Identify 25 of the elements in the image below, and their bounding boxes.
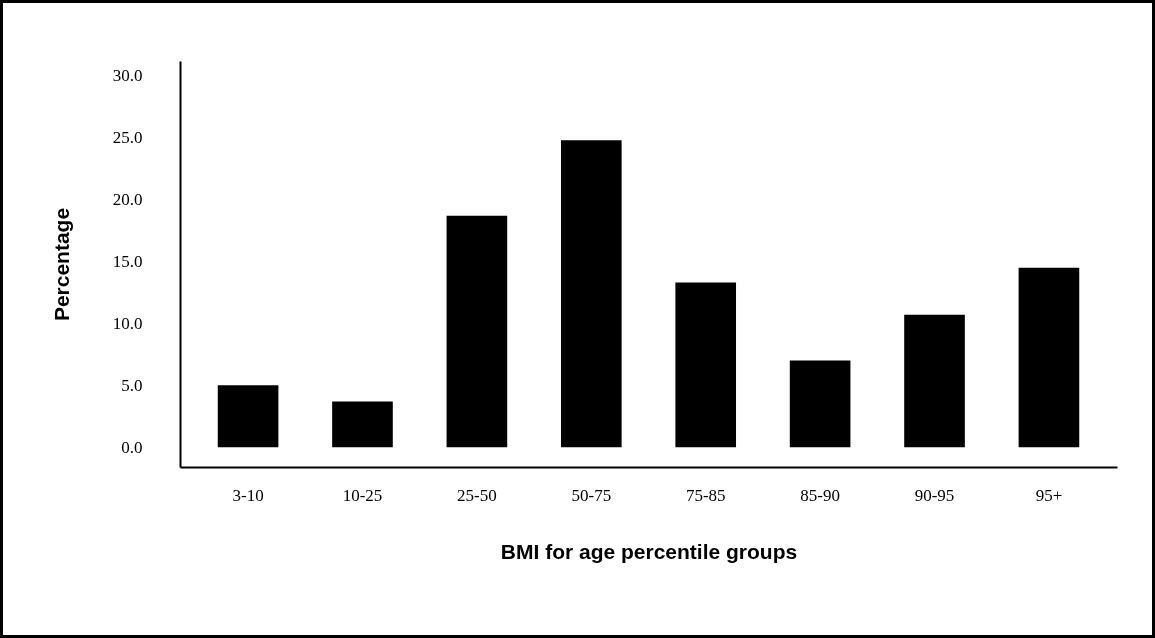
x-tick-label: 10-25 [342, 485, 383, 505]
y-tick-label: 0.0 [121, 437, 143, 457]
bar [904, 314, 965, 448]
x-axis-title: BMI for age percentile groups [500, 539, 798, 563]
y-tick-label: 10.0 [112, 313, 143, 333]
y-tick-label: 5.0 [121, 375, 143, 395]
x-tick-label: 95+ [1035, 485, 1063, 505]
y-tick-label: 15.0 [112, 252, 143, 272]
x-tick-label: 50-75 [571, 485, 612, 505]
x-tick-label: 25-50 [457, 485, 497, 505]
x-tick-label: 75-85 [685, 485, 726, 505]
y-tick-label: 20.0 [112, 190, 143, 210]
bar [789, 360, 851, 448]
x-tick-label: 3-10 [232, 485, 264, 505]
bar [560, 140, 622, 448]
bar [446, 215, 508, 448]
y-axis-title: Percentage [49, 207, 73, 322]
bar [332, 401, 393, 448]
bar [675, 282, 737, 448]
x-tick-label: 85-90 [800, 485, 840, 505]
y-tick-label: 25.0 [112, 128, 143, 148]
bar [217, 385, 279, 448]
x-tick-label: 90-95 [914, 485, 955, 505]
bar [1018, 267, 1080, 448]
y-tick-label: 30.0 [112, 66, 143, 86]
